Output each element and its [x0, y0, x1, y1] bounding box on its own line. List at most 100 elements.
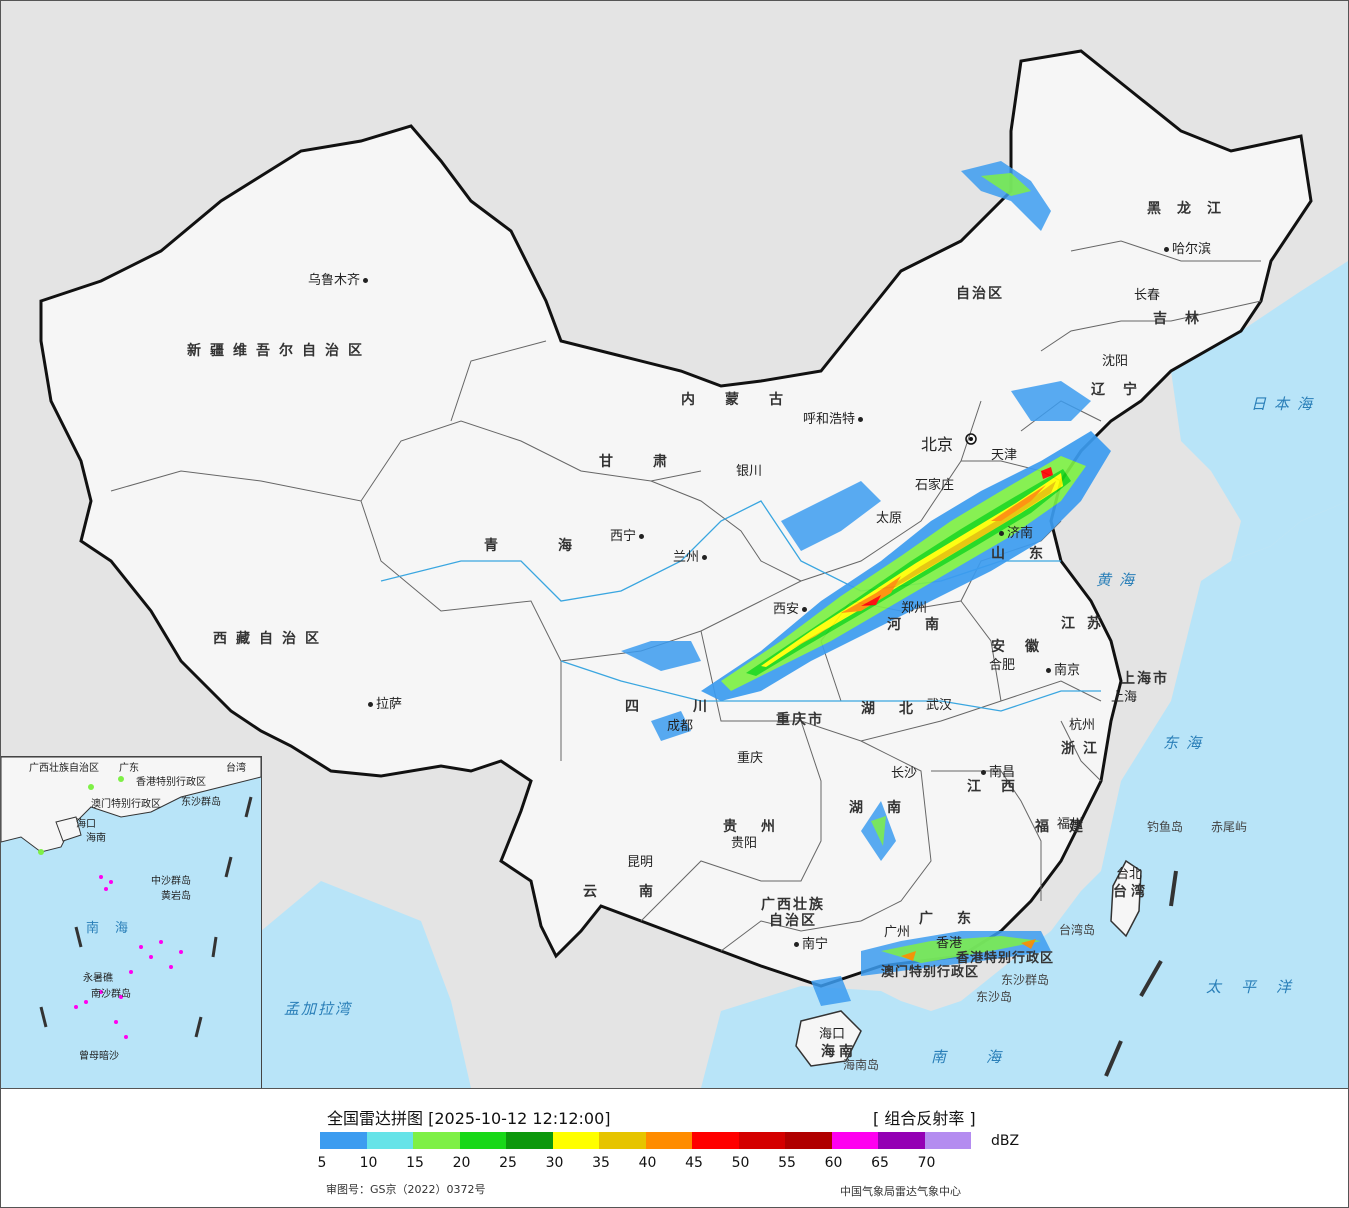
province-label: 海南	[821, 1044, 857, 1060]
inset-label: 香港特别行政区	[136, 777, 206, 788]
color-swatch-5	[552, 1132, 599, 1149]
inset-label: 永暑礁	[83, 973, 113, 984]
province-label: 台湾	[1113, 884, 1149, 900]
scale-tick-label: 65	[871, 1155, 889, 1171]
inset-label: 曾母暗沙	[79, 1051, 119, 1062]
province-label: 吉林	[1153, 311, 1217, 327]
data-source: 中国气象局雷达气象中心	[840, 1185, 961, 1198]
island-label: 东沙群岛	[1001, 973, 1050, 987]
color-swatch-6	[599, 1132, 646, 1149]
province-label: 江西	[967, 779, 1035, 795]
color-swatch-10	[785, 1132, 832, 1149]
city-label: 台北	[1116, 867, 1143, 882]
city-label: 南京	[1043, 659, 1080, 678]
inset-label: 广西壮族自治区	[29, 763, 99, 774]
scale-tick-label: 70	[917, 1155, 936, 1171]
color-swatch-7	[645, 1132, 692, 1149]
city-label: 济南	[996, 522, 1033, 541]
inset-label: 南沙群岛	[91, 989, 131, 1000]
sea-label: 太平洋	[1206, 978, 1312, 996]
inset-label: 中沙群岛	[151, 876, 191, 887]
scale-tick-label: 55	[778, 1155, 796, 1171]
scale-tick-label: 35	[592, 1155, 610, 1171]
city-label: 西安	[773, 598, 810, 617]
scale-tick-label: 45	[685, 1155, 703, 1171]
city-label: 银川	[736, 464, 763, 479]
sea-label: 孟加拉湾	[284, 1000, 353, 1018]
inset-label: 澳门特别行政区	[91, 799, 161, 810]
inset-label: 广东	[119, 763, 139, 774]
color-swatch-11	[831, 1132, 878, 1149]
city-label: 郑州	[901, 601, 928, 616]
scale-tick-label: 10	[359, 1155, 378, 1171]
province-label: 广东	[919, 911, 995, 927]
city-label: 杭州	[1069, 718, 1096, 733]
province-label: 甘肃	[599, 454, 707, 470]
sea-label: 黄海	[1096, 571, 1143, 589]
scale-tick-label: 20	[452, 1155, 471, 1171]
scale-tick-label: 25	[499, 1155, 517, 1171]
island-label: 台湾岛	[1059, 923, 1096, 937]
city-label: 西宁	[610, 525, 647, 544]
sea-label: 东海	[1163, 734, 1210, 752]
map-approval-number: 审图号：GS京（2022）0372号	[326, 1183, 486, 1196]
inset-drawing	[1, 757, 261, 1088]
city-label: 重庆	[737, 751, 764, 766]
sea-label: 日本海	[1251, 395, 1321, 413]
scale-tick-label: 15	[406, 1155, 424, 1171]
city-label: 长沙	[891, 766, 918, 781]
city-label: 广州	[884, 925, 911, 940]
province-label: 重庆市	[776, 712, 824, 728]
color-swatch-2	[413, 1132, 460, 1149]
city-label: 昆明	[627, 855, 654, 870]
city-label: 香港	[936, 936, 963, 951]
scale-tick-label: 5	[317, 1155, 327, 1171]
color-scale-bar	[320, 1132, 971, 1149]
province-label: 河南	[887, 617, 963, 633]
province-label: 浙江	[1061, 741, 1105, 757]
province-label: 云南	[583, 884, 695, 900]
main-map: 新疆维吾尔自治区 西藏自治区 青海 甘肃 四川 云南 贵州 广西壮族 自治区 广…	[1, 1, 1348, 1089]
inset-label: 东沙群岛	[181, 797, 221, 808]
province-label: 江苏	[1061, 616, 1113, 632]
color-swatch-3	[459, 1132, 506, 1149]
color-swatch-12	[878, 1132, 925, 1149]
product-type: [ 组合反射率 ]	[873, 1109, 976, 1128]
city-label: 合肥	[989, 658, 1016, 673]
map-title: 全国雷达拼图 [2025-10-12 12:12:00]	[327, 1109, 611, 1128]
province-label: 福建	[1035, 819, 1103, 835]
legend-panel: 全国雷达拼图 [2025-10-12 12:12:00] [ 组合反射率 ] d…	[1, 1089, 1348, 1207]
province-label: 内蒙古	[681, 392, 813, 408]
province-label: 自治区	[956, 286, 1004, 302]
inset-label: 南海	[86, 921, 145, 936]
inset-label: 海南	[86, 833, 106, 844]
unit-label: dBZ	[991, 1133, 1020, 1149]
province-label: 四川	[625, 699, 761, 715]
province-label: 安徽	[991, 639, 1059, 655]
province-label: 澳门特别行政区	[881, 965, 980, 980]
city-label: 长春	[1134, 288, 1161, 303]
city-label: 武汉	[926, 698, 953, 713]
province-label: 自治区	[769, 913, 817, 929]
color-swatch-8	[692, 1132, 739, 1149]
province-label: 湖南	[849, 800, 925, 816]
province-label: 湖北	[861, 701, 937, 717]
scale-tick-label: 60	[824, 1155, 843, 1171]
inset-label: 台湾	[226, 763, 246, 774]
city-label: 成都	[667, 719, 694, 734]
island-label: 赤尾屿	[1211, 820, 1248, 834]
province-label: 山东	[991, 546, 1067, 562]
city-label: 呼和浩特	[803, 408, 866, 427]
inset-label: 黄岩岛	[161, 891, 191, 902]
city-label: 贵阳	[731, 836, 758, 851]
city-label: 天津	[991, 448, 1018, 463]
capital-label: 北京	[921, 435, 954, 454]
city-label: 南昌	[978, 761, 1015, 780]
sea-label: 南海	[931, 1048, 1042, 1066]
city-label: 哈尔滨	[1161, 238, 1211, 257]
island-label: 海南岛	[843, 1058, 880, 1072]
color-swatch-4	[506, 1132, 553, 1149]
scale-tick-label: 40	[638, 1155, 657, 1171]
city-label: 南宁	[791, 933, 828, 952]
